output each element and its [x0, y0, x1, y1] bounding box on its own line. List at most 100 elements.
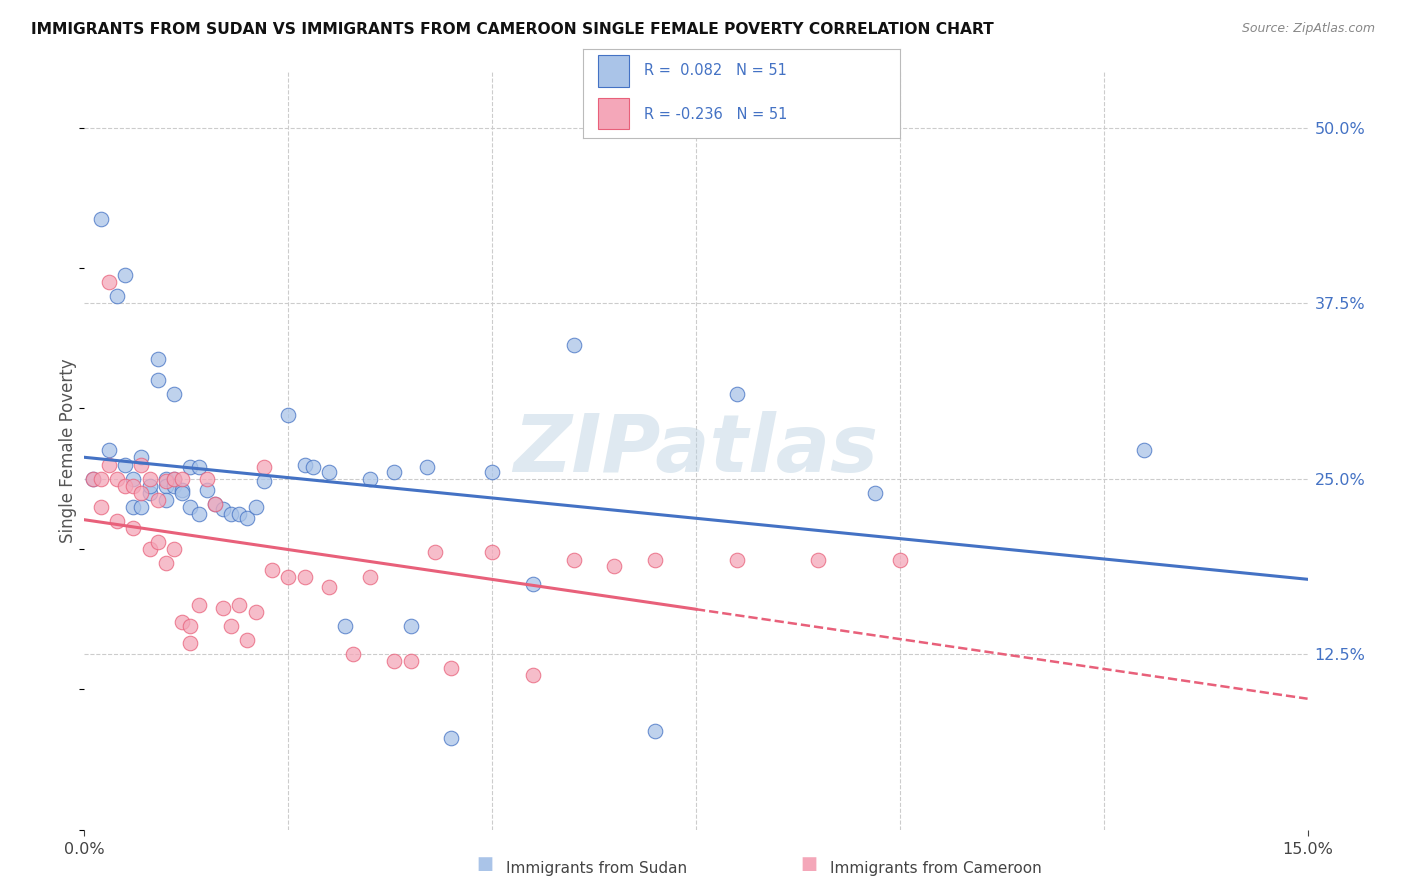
Text: R = -0.236   N = 51: R = -0.236 N = 51 — [644, 107, 787, 121]
Point — [155, 475, 177, 489]
Point — [122, 521, 145, 535]
Point — [146, 534, 169, 549]
Point — [423, 544, 446, 558]
Point — [172, 471, 194, 485]
Point — [187, 598, 209, 612]
Point — [807, 553, 830, 567]
Point — [236, 633, 259, 648]
Point — [172, 615, 194, 629]
Point — [155, 556, 177, 570]
Point — [114, 268, 136, 282]
Point — [179, 619, 201, 633]
Point — [90, 471, 112, 485]
Point — [90, 500, 112, 514]
Point — [195, 483, 218, 497]
Point — [172, 483, 194, 497]
Point — [725, 553, 748, 567]
Point — [294, 458, 316, 472]
Point — [889, 553, 911, 567]
Point — [212, 502, 235, 516]
Point — [228, 598, 250, 612]
Point — [481, 544, 503, 558]
Point — [179, 500, 201, 514]
Point — [725, 387, 748, 401]
Point — [277, 409, 299, 423]
Y-axis label: Single Female Poverty: Single Female Poverty — [59, 359, 77, 542]
Point — [644, 724, 666, 739]
Point — [335, 619, 357, 633]
Point — [155, 471, 177, 485]
Point — [440, 661, 463, 675]
Point — [204, 497, 226, 511]
Text: ■: ■ — [800, 855, 817, 873]
Point — [865, 485, 887, 500]
Point — [219, 619, 242, 633]
Point — [260, 563, 283, 577]
Point — [131, 458, 153, 472]
Point — [359, 570, 381, 584]
Point — [644, 553, 666, 567]
Point — [163, 387, 186, 401]
Point — [105, 471, 128, 485]
Point — [195, 471, 218, 485]
Point — [318, 580, 340, 594]
Point — [342, 647, 364, 661]
Point — [382, 465, 405, 479]
Point — [318, 465, 340, 479]
Point — [163, 541, 186, 556]
Point — [399, 654, 422, 668]
Point — [204, 497, 226, 511]
Point — [138, 485, 160, 500]
Point — [90, 211, 112, 226]
Point — [522, 577, 544, 591]
Point — [146, 352, 169, 367]
Point — [163, 471, 186, 485]
Text: Immigrants from Cameroon: Immigrants from Cameroon — [830, 861, 1042, 876]
Point — [245, 605, 267, 619]
Point — [294, 570, 316, 584]
Point — [277, 570, 299, 584]
Point — [228, 507, 250, 521]
Point — [399, 619, 422, 633]
Point — [179, 636, 201, 650]
Point — [138, 541, 160, 556]
Point — [522, 668, 544, 682]
Point — [187, 460, 209, 475]
Point — [122, 500, 145, 514]
Point — [138, 471, 160, 485]
Point — [97, 275, 120, 289]
Point — [440, 731, 463, 746]
Text: ■: ■ — [477, 855, 494, 873]
Point — [82, 471, 104, 485]
Point — [172, 485, 194, 500]
Point — [245, 500, 267, 514]
FancyBboxPatch shape — [598, 98, 630, 129]
Text: Immigrants from Sudan: Immigrants from Sudan — [506, 861, 688, 876]
FancyBboxPatch shape — [598, 55, 630, 87]
Point — [114, 478, 136, 492]
Point — [105, 514, 128, 528]
Point — [301, 460, 323, 475]
Point — [82, 471, 104, 485]
Point — [253, 475, 276, 489]
Point — [187, 507, 209, 521]
Point — [163, 478, 186, 492]
Point — [146, 492, 169, 507]
Point — [163, 471, 186, 485]
Point — [359, 471, 381, 485]
Point — [416, 460, 439, 475]
Point — [97, 443, 120, 458]
Point — [219, 507, 242, 521]
Point — [131, 500, 153, 514]
Text: R =  0.082   N = 51: R = 0.082 N = 51 — [644, 63, 786, 78]
Point — [179, 460, 201, 475]
Point — [114, 458, 136, 472]
Point — [236, 511, 259, 525]
Point — [562, 338, 585, 352]
Point — [212, 600, 235, 615]
Point — [603, 558, 626, 573]
Point — [97, 458, 120, 472]
Text: Source: ZipAtlas.com: Source: ZipAtlas.com — [1241, 22, 1375, 36]
Point — [481, 465, 503, 479]
Point — [1133, 443, 1156, 458]
